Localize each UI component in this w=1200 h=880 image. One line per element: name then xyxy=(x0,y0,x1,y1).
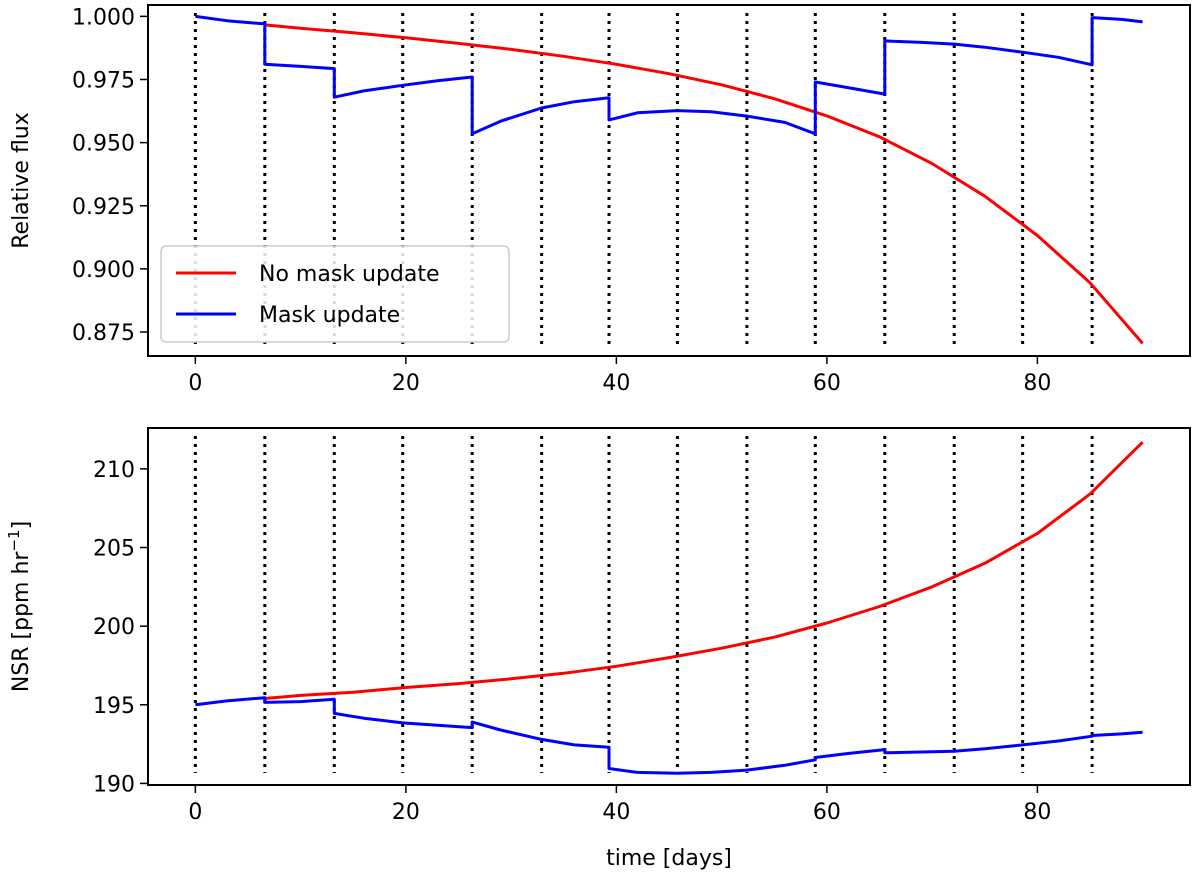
nsr-ylabel-superscript: −1 xyxy=(5,529,23,551)
nsr-xtick-label: 80 xyxy=(1023,800,1051,825)
legend-box xyxy=(160,245,510,343)
flux-ytick-label: 0.975 xyxy=(72,68,135,93)
nsr-series-mask-update xyxy=(195,696,1143,775)
nsr-axes-frame xyxy=(147,427,1191,786)
nsr-ylabel-end: ] xyxy=(9,521,34,530)
legend-label: Mask update xyxy=(259,303,400,328)
flux-ytick-label: 1.000 xyxy=(72,5,135,30)
legend-label: No mask update xyxy=(259,262,440,287)
flux-ytick-label: 0.875 xyxy=(72,321,135,346)
flux-xtick-label: 40 xyxy=(602,371,630,396)
flux-panel: 0 20 40 60 80 0.875 0.900 0.925 0.950 0.975 1.000 R… xyxy=(9,4,1191,396)
flux-ylabel: Relative flux xyxy=(9,112,34,249)
nsr-xlabel: time [days] xyxy=(606,846,732,871)
nsr-ytick-label: 195 xyxy=(93,694,135,719)
flux-axes-frame xyxy=(147,4,1191,357)
nsr-xtick-label: 60 xyxy=(813,800,841,825)
nsr-ytick-label: 210 xyxy=(93,458,135,483)
nsr-ylabel: NSR [ppm hr−1] xyxy=(5,521,34,692)
nsr-panel: 0 20 40 60 80 190 195 200 205 210 NSR [ppm hr−1] ti… xyxy=(5,427,1191,871)
nsr-xtick-label: 0 xyxy=(188,800,202,825)
flux-xtick-label: 0 xyxy=(188,371,202,396)
nsr-ytick-label: 200 xyxy=(93,615,135,640)
nsr-xtick-label: 40 xyxy=(602,800,630,825)
nsr-xtick-label: 20 xyxy=(392,800,420,825)
nsr-ytick-label: 205 xyxy=(93,537,135,562)
flux-xtick-label: 20 xyxy=(392,371,420,396)
flux-series-mask-update xyxy=(195,14,1143,136)
flux-ytick-label: 0.950 xyxy=(72,132,135,157)
flux-xtick-label: 80 xyxy=(1023,371,1051,396)
flux-legend: No mask update Mask update xyxy=(160,245,510,343)
flux-ytick-label: 0.900 xyxy=(72,258,135,283)
nsr-series-no-mask-update xyxy=(264,441,1144,700)
flux-ytick-label: 0.925 xyxy=(72,195,135,220)
flux-xtick-label: 60 xyxy=(813,371,841,396)
nsr-ytick-label: 190 xyxy=(93,772,135,797)
flux-series-no-mask-update xyxy=(264,23,1144,345)
